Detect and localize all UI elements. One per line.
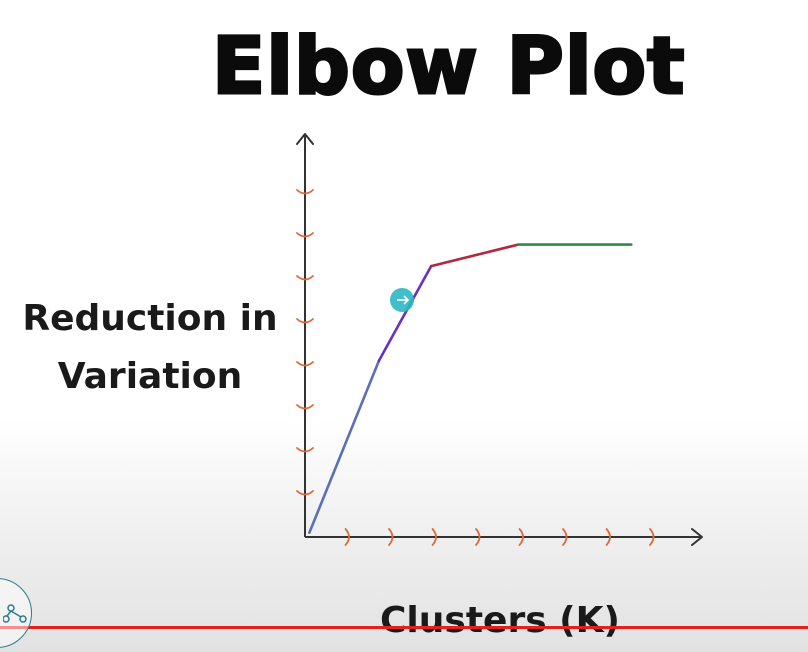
x-tick-4 bbox=[475, 528, 481, 546]
x-tick-7 bbox=[605, 528, 611, 546]
chart-title: Elbow Plot bbox=[211, 22, 686, 112]
series-segment-1 bbox=[308, 359, 381, 535]
axes bbox=[296, 133, 703, 546]
y-axis-arrow bbox=[296, 133, 314, 145]
y-tick-8 bbox=[296, 189, 314, 195]
x-tick-5 bbox=[518, 528, 524, 546]
y-tick-3 bbox=[296, 404, 314, 410]
x-tick-8 bbox=[649, 528, 655, 546]
series-lines bbox=[308, 243, 633, 535]
x-tick-1 bbox=[344, 528, 350, 546]
x-axis-label: Clusters (K) bbox=[380, 600, 620, 641]
y-tick-4 bbox=[296, 361, 314, 367]
cursor-arrow-head bbox=[403, 295, 410, 305]
y-tick-7 bbox=[296, 232, 314, 238]
y-tick-2 bbox=[296, 447, 314, 453]
y-axis-label: Reduction in Variation bbox=[10, 290, 290, 406]
x-ticks bbox=[344, 528, 655, 546]
y-tick-6 bbox=[296, 275, 314, 281]
network-icon bbox=[3, 604, 27, 623]
x-tick-2 bbox=[388, 528, 394, 546]
video-progress-bar[interactable] bbox=[0, 626, 808, 629]
y-axis-label-line-1: Reduction in bbox=[22, 298, 278, 339]
x-axis-arrow bbox=[691, 528, 703, 546]
y-ticks bbox=[296, 189, 314, 496]
series-segment-2 bbox=[377, 264, 433, 363]
cursor bbox=[390, 288, 414, 312]
x-tick-3 bbox=[431, 528, 437, 546]
y-axis-label-line-2: Variation bbox=[57, 356, 243, 397]
y-tick-1 bbox=[296, 490, 314, 496]
x-tick-6 bbox=[562, 528, 568, 546]
y-tick-5 bbox=[296, 318, 314, 324]
series-segment-3 bbox=[429, 243, 520, 268]
